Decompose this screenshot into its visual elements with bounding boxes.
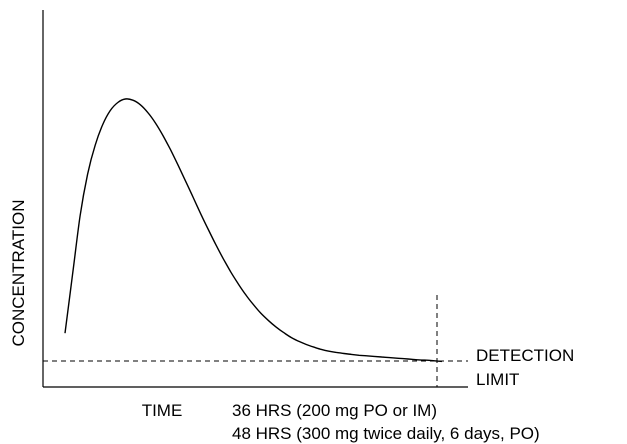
detection-limit-label-line-1: DETECTION bbox=[476, 346, 574, 365]
end-marker-label-line-1: 36 HRS (200 mg PO or IM) bbox=[232, 401, 437, 420]
y-axis-label: CONCENTRATION bbox=[9, 199, 28, 346]
concentration-curve bbox=[64, 98, 443, 363]
detection-limit-label-line-2: LIMIT bbox=[476, 370, 519, 389]
end-marker-label-line-2: 48 HRS (300 mg twice daily, 6 days, PO) bbox=[232, 424, 540, 443]
x-axis-label: TIME bbox=[142, 401, 183, 420]
